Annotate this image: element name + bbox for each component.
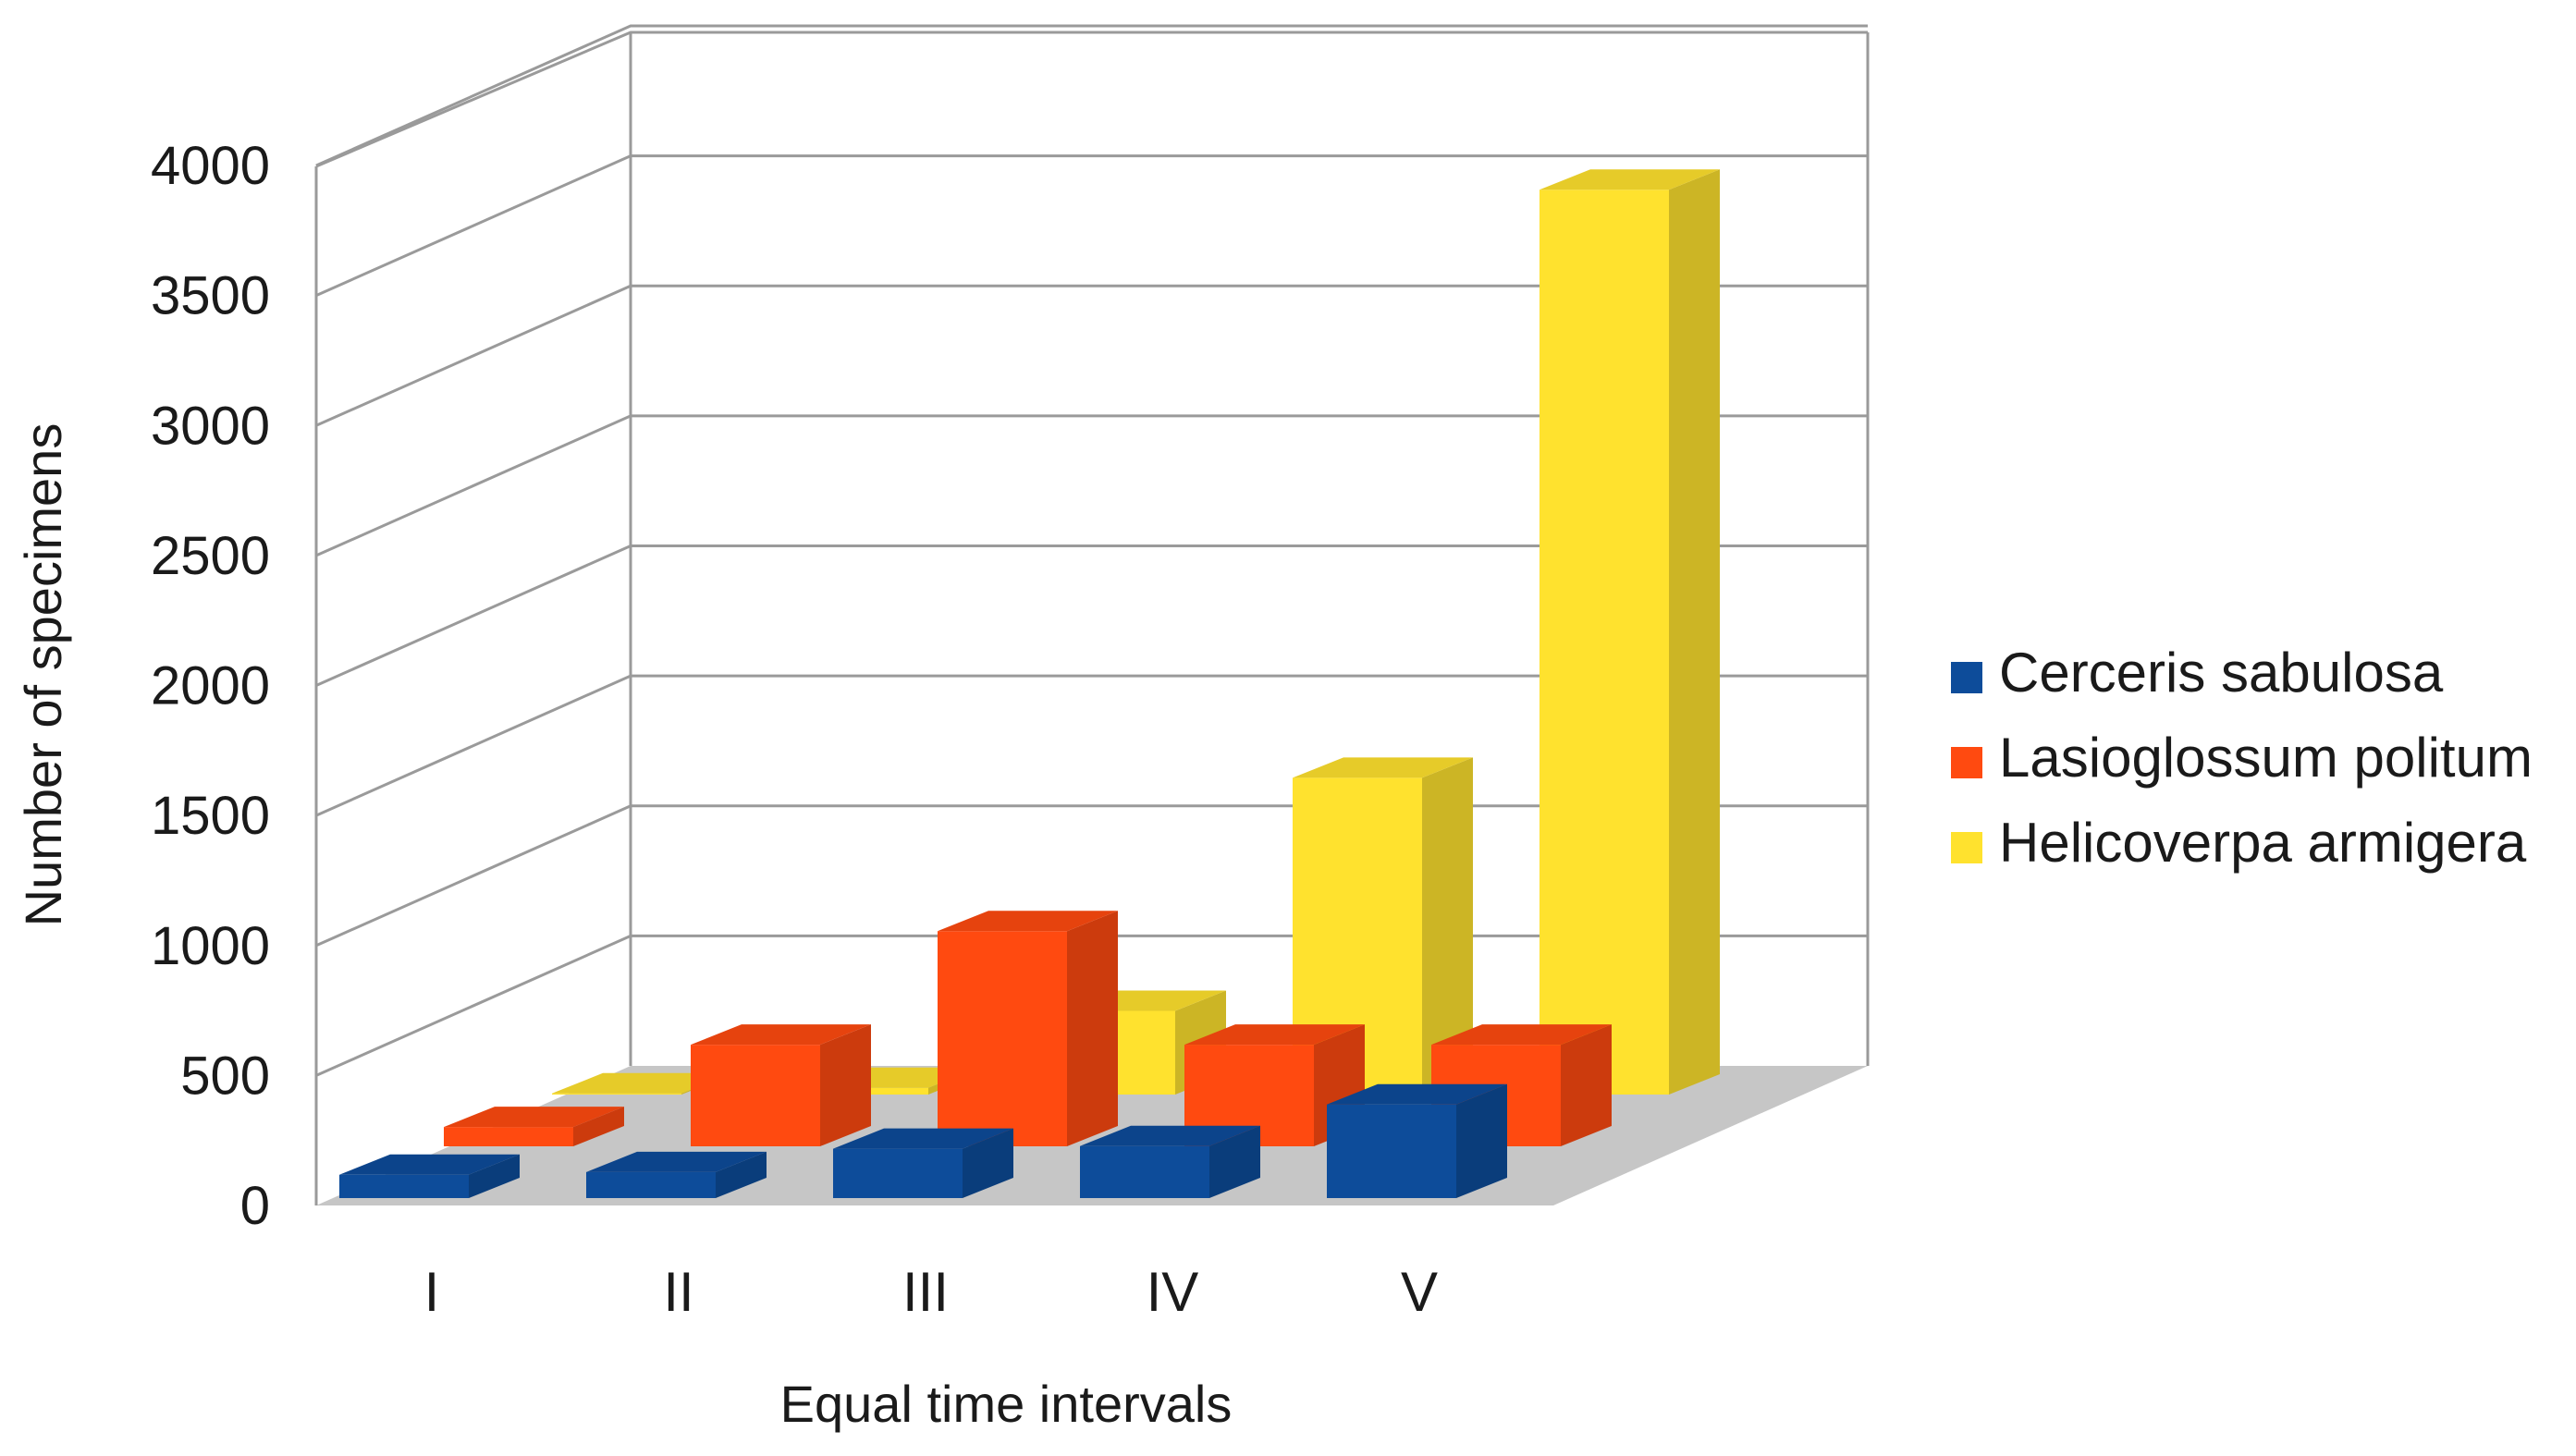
wall-top-edge	[315, 31, 1868, 168]
bar-front-face	[444, 1127, 573, 1146]
bar-top-face	[552, 1072, 732, 1094]
y-tick-label: 2500	[151, 526, 270, 586]
bar-top-face	[339, 1154, 520, 1175]
bar	[1184, 1024, 1365, 1146]
bar-top-face	[1539, 169, 1720, 190]
bar	[691, 1024, 871, 1146]
gridline	[315, 544, 1868, 687]
bar	[339, 1154, 520, 1198]
y-tick-label: 500	[180, 1046, 270, 1106]
legend: Cerceris sabulosa Lasioglossum politum Hel…	[1951, 642, 2533, 874]
y-tick-label: 3500	[151, 266, 270, 326]
bar-front-face	[1327, 1104, 1456, 1198]
bar-top-face	[833, 1128, 1013, 1149]
x-axis-title: Equal time intervals	[780, 1375, 1233, 1433]
gridline	[315, 414, 1868, 557]
legend-label: Lasioglossum politum	[1999, 727, 2533, 789]
bar-front-face	[586, 1171, 716, 1198]
bar-top-face	[938, 911, 1118, 932]
bar	[833, 1128, 1013, 1198]
bar-top-face	[1184, 1024, 1365, 1046]
bar-side-face	[1067, 911, 1118, 1146]
y-tick-label: 3000	[151, 396, 270, 456]
bar-top-face	[444, 1107, 624, 1128]
bar-side-face	[1209, 1125, 1260, 1198]
y-tick-label: 2000	[151, 656, 270, 716]
bar-front-face	[552, 1093, 681, 1095]
bar-front-face	[691, 1045, 820, 1146]
legend-label: Cerceris sabulosa	[1999, 642, 2444, 704]
bar	[938, 911, 1118, 1146]
bar-side-face	[1669, 169, 1720, 1095]
bar-top-face	[586, 1151, 767, 1172]
bar	[586, 1151, 767, 1198]
bar-front-face	[339, 1174, 469, 1198]
y-tick-label: 1000	[151, 916, 270, 976]
gridline	[315, 674, 1868, 817]
bar	[1293, 757, 1473, 1095]
gridline	[315, 154, 1868, 297]
y-tick-label: 4000	[151, 136, 270, 196]
x-category-label: II	[663, 1261, 693, 1323]
bar-side-face	[469, 1154, 520, 1198]
bar-front-face	[1080, 1145, 1209, 1198]
gridline	[315, 24, 1868, 167]
bar-front-face	[1184, 1045, 1314, 1146]
bar-top-face	[1327, 1083, 1507, 1105]
y-tick-label: 0	[240, 1176, 270, 1236]
bar-front-face	[1293, 777, 1422, 1095]
x-axis-categories: I II III IV V	[424, 1261, 1438, 1323]
bar-front-face	[938, 931, 1067, 1146]
x-category-label: V	[1401, 1261, 1438, 1323]
bar-side-face	[963, 1128, 1013, 1198]
y-axis-title: Number of specimens	[14, 423, 72, 927]
bar-side-face	[1456, 1083, 1507, 1198]
bar-top-face	[691, 1024, 871, 1046]
bar-side-face	[1561, 1024, 1612, 1146]
bar-front-face	[833, 1148, 963, 1198]
bar-side-face	[573, 1107, 624, 1146]
bar	[1327, 1083, 1507, 1198]
legend-label: Helicoverpa armigera	[1999, 812, 2527, 874]
bar-side-face	[1422, 757, 1473, 1095]
gridline	[315, 284, 1868, 427]
bar-top-face	[1293, 757, 1473, 778]
chart-bars	[339, 169, 1720, 1198]
bar	[1080, 1125, 1260, 1198]
x-category-label: III	[902, 1261, 949, 1323]
legend-swatch	[1951, 747, 1982, 778]
bar	[444, 1107, 624, 1146]
legend-swatch	[1951, 832, 1982, 863]
bar-side-face	[716, 1151, 767, 1198]
bar-top-face	[1080, 1125, 1260, 1146]
legend-swatch	[1951, 662, 1982, 693]
y-tick-label: 1500	[151, 786, 270, 846]
bar-top-face	[1431, 1024, 1612, 1046]
bar	[1539, 169, 1720, 1095]
y-axis-ticks: 0 500 1000 1500 2000 2500 3000 3500 4000	[151, 136, 270, 1236]
x-category-label: IV	[1147, 1261, 1199, 1323]
bar-side-face	[820, 1024, 871, 1146]
bar-front-face	[1539, 190, 1669, 1095]
x-category-label: I	[424, 1261, 440, 1323]
